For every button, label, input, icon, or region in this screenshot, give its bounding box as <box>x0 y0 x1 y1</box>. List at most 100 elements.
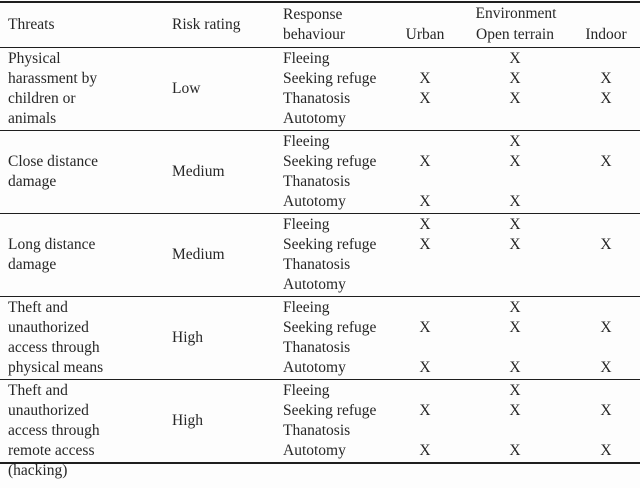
threat-line: remote access <box>8 441 95 459</box>
threat-response-table: Threats Risk rating Response behaviour E… <box>0 1 640 479</box>
threat-line: unauthorized <box>8 401 89 419</box>
column-header-open-terrain: Open terrain <box>458 24 572 48</box>
empty-mark <box>572 298 640 318</box>
threat-line: Physical <box>8 49 61 67</box>
env-mark-cell-indoor: X X <box>572 296 640 380</box>
threat-cell: Physical harassment by children or animals <box>0 47 164 131</box>
column-header-response-behaviour: Response behaviour <box>278 2 392 48</box>
response-behaviour-label: Seeking refuge <box>283 401 377 419</box>
threat-text: Close distance damage <box>0 152 164 192</box>
empty-mark <box>392 298 458 318</box>
threat-text: Physical harassment by children or animals <box>0 49 164 129</box>
empty-mark <box>572 172 640 192</box>
threat-line: harassment by <box>8 69 98 87</box>
x-mark: X <box>419 318 431 336</box>
response-behaviour-label: Fleeing <box>283 298 330 316</box>
x-mark: X <box>509 152 521 170</box>
risk-rating-cell: High <box>164 379 278 464</box>
env-mark-cell-indoor: X X <box>572 379 640 464</box>
threat-line: physical means <box>8 358 104 376</box>
x-mark: X <box>509 69 521 87</box>
risk-rating-cell: High <box>164 296 278 380</box>
response-behaviour-label: Seeking refuge <box>283 235 377 253</box>
threat-text: Theft and unauthorized access through physi… <box>0 298 164 378</box>
column-header-environment: Environment <box>475 4 557 22</box>
x-mark: X <box>419 152 431 170</box>
response-behaviour-cell: Fleeing Seeking refuge Thanatosis Autotomy <box>278 130 392 214</box>
empty-mark <box>392 109 458 129</box>
empty-mark <box>572 381 640 401</box>
empty-mark <box>392 132 458 152</box>
env-mark-cell-indoor: X <box>572 130 640 214</box>
threat-cell: Long distance damage <box>0 213 164 297</box>
threat-line: Long distance <box>8 235 96 253</box>
response-behaviour-label: Fleeing <box>283 49 330 67</box>
response-behaviour-cell: Fleeing Seeking refuge Thanatosis Autotomy <box>278 379 392 464</box>
response-behaviour-label: Thanatosis <box>283 255 351 273</box>
response-behaviour-label: Autotomy <box>283 358 346 376</box>
x-mark: X <box>419 358 431 376</box>
x-mark: X <box>419 235 431 253</box>
response-behaviour-cell: Fleeing Seeking refuge Thanatosis Autotomy <box>278 213 392 297</box>
x-mark: X <box>509 49 521 67</box>
response-behaviour-cell: Fleeing Seeking refuge Thanatosis Autotomy <box>278 47 392 131</box>
x-mark: X <box>600 441 612 459</box>
x-mark: X <box>600 152 612 170</box>
x-mark: X <box>509 381 521 399</box>
empty-mark <box>572 215 640 235</box>
x-mark: X <box>509 132 521 150</box>
response-behaviour-label: Thanatosis <box>283 421 351 439</box>
empty-mark <box>458 109 572 129</box>
x-mark: X <box>419 192 431 210</box>
mark-column-indoor: X <box>572 215 640 295</box>
threat-line: damage <box>8 172 57 190</box>
response-behaviour-label: Thanatosis <box>283 89 351 107</box>
response-behaviour-label: Thanatosis <box>283 172 351 190</box>
x-mark: X <box>509 192 521 210</box>
response-behaviour-label: Autotomy <box>283 275 346 293</box>
response-behaviour-label: Fleeing <box>283 132 330 150</box>
table-row-threat-2: Long distance damage Medium Fleeing Seeking … <box>0 213 640 297</box>
empty-mark <box>572 192 640 212</box>
threat-cell: Theft and unauthorized access through physi… <box>0 296 164 380</box>
response-list: Fleeing Seeking refuge Thanatosis Autotomy <box>278 298 392 378</box>
threat-text: Theft and unauthorized access through remot… <box>0 381 164 479</box>
response-list: Fleeing Seeking refuge Thanatosis Autotomy <box>278 132 392 212</box>
empty-mark <box>392 172 458 192</box>
env-mark-cell-urban: X X <box>392 296 458 380</box>
threat-text: Long distance damage <box>0 235 164 275</box>
x-mark: X <box>600 235 612 253</box>
x-mark: X <box>600 89 612 107</box>
response-behaviour-label: Autotomy <box>283 441 346 459</box>
table-row-threat-0: Physical harassment by children or animals L… <box>0 47 640 131</box>
response-list: Fleeing Seeking refuge Thanatosis Autotomy <box>278 215 392 295</box>
env-mark-cell-urban: X X <box>392 379 458 464</box>
empty-mark <box>572 421 640 441</box>
response-behaviour-label: Autotomy <box>283 109 346 127</box>
empty-mark <box>458 421 572 441</box>
env-mark-cell-indoor: X <box>572 213 640 297</box>
response-behaviour-label: Fleeing <box>283 381 330 399</box>
risk-rating-cell: Low <box>164 47 278 131</box>
empty-mark <box>572 132 640 152</box>
x-mark: X <box>509 401 521 419</box>
empty-mark <box>392 255 458 275</box>
empty-mark <box>458 255 572 275</box>
env-mark-cell-urban: X X <box>392 130 458 214</box>
x-mark: X <box>419 69 431 87</box>
x-mark: X <box>419 215 431 233</box>
column-header-threats: Threats <box>0 2 164 48</box>
empty-mark <box>572 338 640 358</box>
empty-mark <box>572 255 640 275</box>
column-header-indoor: Indoor <box>572 24 640 48</box>
risk-rating-cell: Medium <box>164 130 278 214</box>
